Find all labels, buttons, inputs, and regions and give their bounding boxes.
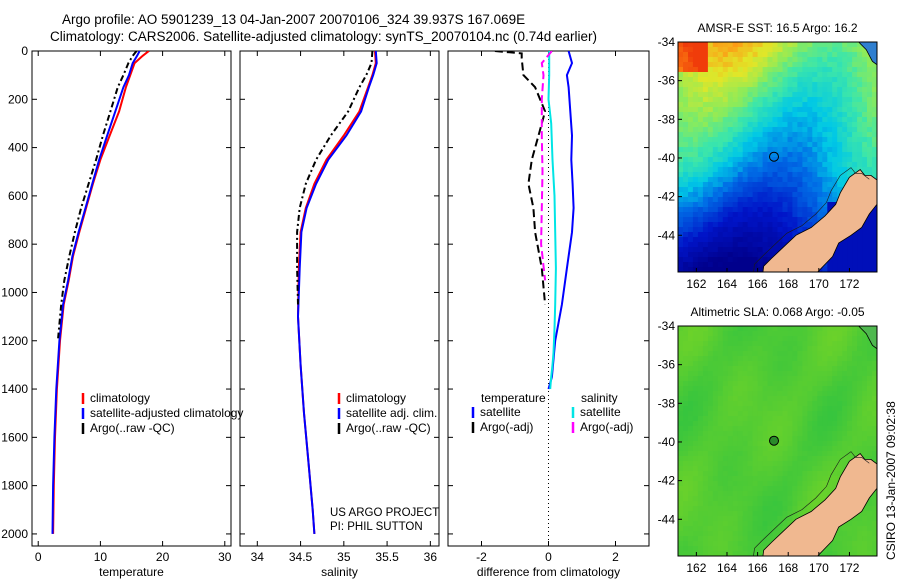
x-axis-label: temperature xyxy=(99,565,164,579)
legend-title: temperature xyxy=(481,391,546,405)
legend-title: salinity xyxy=(581,391,618,405)
legend-label: Argo(-adj) xyxy=(580,420,633,434)
land-north-island-margin xyxy=(858,326,877,350)
map-x-tick-label: 166 xyxy=(748,561,768,575)
legend-label: satellite xyxy=(480,405,521,419)
map-x-tick-label: 168 xyxy=(778,277,798,291)
x-tick-label: 0 xyxy=(35,550,42,564)
y-tick-label: 0 xyxy=(21,44,28,58)
map-x-tick-label: 172 xyxy=(839,561,859,575)
y-tick-label: 1000 xyxy=(1,285,28,299)
land-north-island-margin xyxy=(858,42,877,66)
map-y-tick-label: -38 xyxy=(658,396,676,410)
sst_map-panel: AMSR-E SST: 16.5 Argo: 16.2 162 164 166 168 1… xyxy=(658,21,878,291)
timestamp-watermark: CSIRO 13-Jan-2007 09:02:38 xyxy=(884,401,898,560)
x-tick-label: 35 xyxy=(337,550,351,564)
legend-label: Argo(..raw -QC) xyxy=(90,421,175,435)
series-argo xyxy=(296,51,374,305)
x-tick-label: 35.5 xyxy=(375,550,399,564)
map-x-tick-label: 168 xyxy=(778,561,798,575)
salinity-axes-box xyxy=(239,50,440,547)
temperature-panel: 0 10 20 30 0 200 400 600 800 1000 1200 1400 1600 1800… xyxy=(1,44,231,579)
x-tick-label: 36 xyxy=(424,550,438,564)
x-tick-label: 30 xyxy=(218,550,232,564)
series-temperature-satellite xyxy=(547,51,575,390)
map-y-tick-label: -44 xyxy=(658,512,676,526)
argo-float-marker xyxy=(769,151,779,162)
depth-contour xyxy=(753,167,870,272)
map-y-tick-label: -42 xyxy=(658,474,676,488)
series-temperature-argo-adj- xyxy=(494,51,547,305)
map-title: AMSR-E SST: 16.5 Argo: 16.2 xyxy=(697,21,857,35)
series-satellite xyxy=(51,51,141,534)
x-tick-label: -2 xyxy=(476,550,487,564)
sla_map-panel: Altimetric SLA: 0.068 Argo: -0.05 162 164 1… xyxy=(658,305,878,575)
y-tick-label: 1200 xyxy=(1,334,28,348)
map-y-tick-label: -36 xyxy=(658,358,676,372)
map-y-tick-label: -36 xyxy=(658,74,676,88)
map-x-tick-label: 170 xyxy=(809,561,829,575)
sla_map-frame xyxy=(677,325,878,557)
salinity-panel: 34 34.5 35 35.5 36 salinity xyxy=(239,50,440,579)
argo-float-marker xyxy=(769,435,779,446)
x-axis-label: difference from climatology xyxy=(477,565,620,579)
map-x-tick-label: 164 xyxy=(717,277,737,291)
series-argo xyxy=(57,51,138,339)
credits-line-2: PI: PHIL SUTTON xyxy=(330,521,423,533)
y-tick-label: 800 xyxy=(8,237,28,251)
depth-contour xyxy=(753,451,870,556)
x-tick-label: 0 xyxy=(545,550,552,564)
x-tick-label: 34.5 xyxy=(289,550,313,564)
map-title: Altimetric SLA: 0.068 Argo: -0.05 xyxy=(690,305,864,319)
legend-label: satellite-adjusted climatology xyxy=(90,406,243,420)
temperature-axes-box xyxy=(31,50,232,547)
map-y-tick-label: -42 xyxy=(658,190,676,204)
y-tick-label: 400 xyxy=(8,141,28,155)
map-y-tick-label: -34 xyxy=(658,35,676,49)
map-x-tick-label: 162 xyxy=(686,277,706,291)
series-satellite xyxy=(296,51,378,534)
map-y-tick-label: -40 xyxy=(658,151,676,165)
figure-title-line-2: Climatology: CARS2006. Satellite-adjuste… xyxy=(50,29,598,44)
difference-legend: temperature salinitysatelliteArgo(-adj)sa… xyxy=(471,391,633,434)
figure-title-line-1: Argo profile: AO 5901239_13 04-Jan-2007 … xyxy=(62,12,526,27)
map-y-tick-label: -40 xyxy=(658,435,676,449)
sst_map-frame xyxy=(677,41,878,273)
map-y-tick-label: -34 xyxy=(658,319,676,333)
sst_map-field xyxy=(678,42,877,272)
x-tick-label: 10 xyxy=(94,550,108,564)
x-axis-label: salinity xyxy=(321,565,358,579)
legend-label: satellite adj. clim. xyxy=(346,406,437,420)
y-tick-label: 1600 xyxy=(1,430,28,444)
y-tick-label: 1400 xyxy=(1,382,28,396)
series-salinity-argo-adj- xyxy=(540,51,553,281)
map-x-tick-label: 172 xyxy=(839,277,859,291)
x-tick-label: 2 xyxy=(612,550,619,564)
x-tick-label: 20 xyxy=(156,550,170,564)
series-salinity-satellite xyxy=(547,51,557,390)
y-tick-label: 600 xyxy=(8,189,28,203)
map-x-tick-label: 170 xyxy=(809,277,829,291)
map-y-tick-label: -44 xyxy=(658,228,676,242)
sla_map-field xyxy=(678,326,877,556)
y-tick-label: 200 xyxy=(8,92,28,106)
legend-label: Argo(..raw -QC) xyxy=(346,421,431,435)
map-x-tick-label: 166 xyxy=(748,277,768,291)
map-y-tick-label: -38 xyxy=(658,112,676,126)
legend-label: climatology xyxy=(90,391,150,405)
x-tick-label: 34 xyxy=(251,550,265,564)
map-x-tick-label: 162 xyxy=(686,561,706,575)
legend-label: Argo(-adj) xyxy=(480,420,533,434)
y-tick-label: 1800 xyxy=(1,479,28,493)
legend-label: climatology xyxy=(346,391,406,405)
legend-label: satellite xyxy=(580,405,621,419)
credits-line-1: US ARGO PROJECT xyxy=(330,507,439,519)
y-tick-label: 2000 xyxy=(1,527,28,541)
map-x-tick-label: 164 xyxy=(717,561,737,575)
